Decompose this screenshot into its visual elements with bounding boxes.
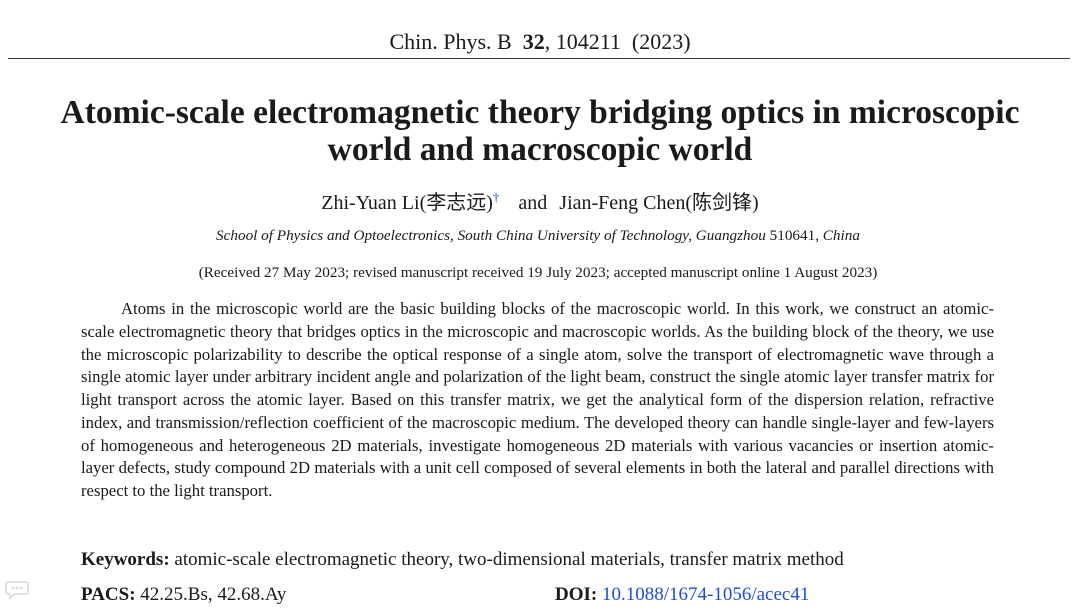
corresponding-author-mark[interactable]: † xyxy=(492,189,500,205)
pacs-label: PACS: xyxy=(81,584,136,605)
keywords: Keywords: atomic-scale electromagnetic t… xyxy=(81,547,1041,572)
affiliation-country: China xyxy=(822,227,860,244)
journal-header: Chin. Phys. B 32, 104211 (2023) xyxy=(0,28,1080,56)
doi: DOI: 10.1088/1674-1056/acec41 xyxy=(555,582,809,607)
doi-label: DOI: xyxy=(555,584,598,605)
pacs-value: 42.25.Bs, 42.68.Ay xyxy=(140,584,287,605)
doi-link[interactable]: 10.1088/1674-1056/acec41 xyxy=(601,584,810,605)
paper-title: Atomic-scale electromagnetic theory brid… xyxy=(0,94,1080,168)
author-list: Zhi-Yuan Li(李志远)† and Jian-Feng Chen(陈剑锋… xyxy=(0,190,1080,216)
journal-year: (2023) xyxy=(631,29,691,54)
header-rule xyxy=(8,58,1070,59)
title-line-1: Atomic-scale electromagnetic theory brid… xyxy=(60,94,1020,131)
affiliation-postcode: 510641 xyxy=(769,227,816,244)
article-number: , 104211 xyxy=(544,29,621,54)
affiliation-text: School of Physics and Optoelectronics, S… xyxy=(216,227,766,244)
watermark xyxy=(4,579,30,601)
keywords-label: Keywords: xyxy=(81,549,170,570)
author-conjunction: and xyxy=(518,192,548,214)
affiliation-separator: , xyxy=(815,227,823,244)
received-dates: (Received 27 May 2023; revised manuscrip… xyxy=(198,264,878,281)
keywords-value: atomic-scale electromagnetic theory, two… xyxy=(174,549,844,570)
journal-volume: 32 xyxy=(522,29,545,54)
chat-bubble-icon xyxy=(4,579,30,601)
affiliation: School of Physics and Optoelectronics, S… xyxy=(0,226,1076,246)
abstract: Atoms in the microscopic world are the b… xyxy=(81,299,994,500)
pacs: PACS: 42.25.Bs, 42.68.Ay xyxy=(81,582,286,607)
journal-name: Chin. Phys. B xyxy=(389,29,512,54)
author-1: Zhi-Yuan Li(李志远) xyxy=(321,192,493,214)
author-2: Jian-Feng Chen(陈剑锋) xyxy=(559,192,759,214)
title-line-2: world and macroscopic world xyxy=(327,131,753,168)
